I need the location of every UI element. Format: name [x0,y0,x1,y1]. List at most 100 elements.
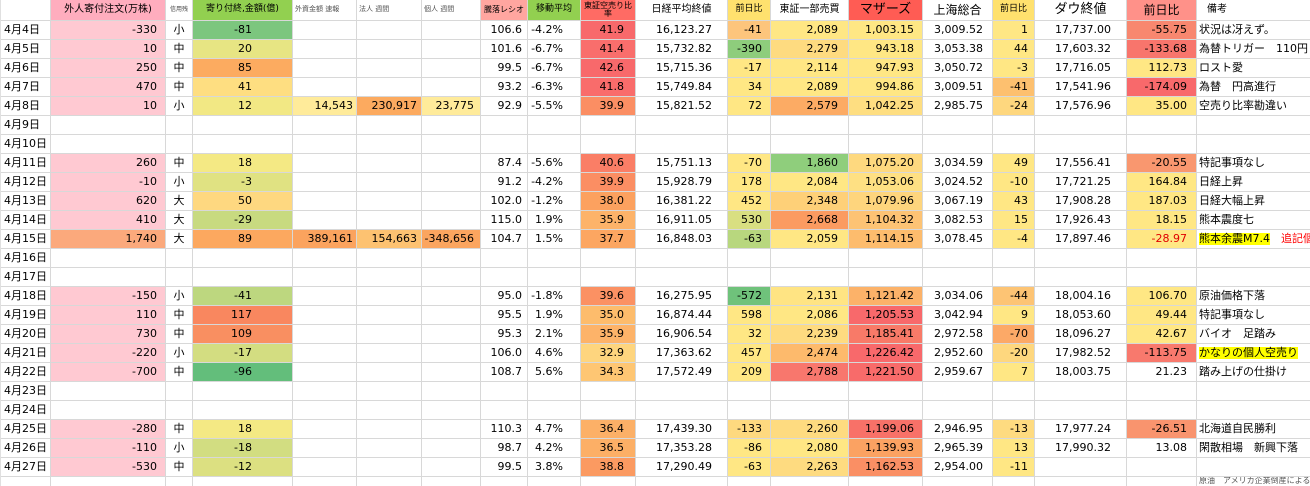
cell-nikkei[interactable]: 15,751.13 [636,154,728,172]
cell-shanghaiChg[interactable]: -20 [993,344,1035,362]
cell-size[interactable] [166,249,193,267]
cell-date[interactable]: 4月20日 [1,325,51,343]
cell-hojin[interactable] [357,116,422,134]
cell-size[interactable] [166,382,193,400]
cell-ma[interactable]: 1.9% [528,306,581,324]
cell-sellRatio[interactable]: 37.7 [581,230,636,248]
cell-openAmt[interactable]: -3 [193,173,293,191]
cell-ma[interactable]: -6.7% [528,40,581,58]
cell-nikkei[interactable]: 17,290.49 [636,458,728,476]
cell-nikkei[interactable] [636,135,728,153]
cell-nikkeiChg[interactable]: 209 [728,363,771,381]
cell-dow[interactable]: 17,737.00 [1035,21,1127,39]
cell-shanghaiChg[interactable]: -44 [993,287,1035,305]
cell-ma[interactable] [528,135,581,153]
cell-openAmt[interactable]: -41 [193,287,293,305]
cell-openAmt[interactable]: -18 [193,439,293,457]
cell-dowChg[interactable]: 112.73 [1127,59,1197,77]
cell-tseVol[interactable]: 2,239 [771,325,849,343]
cell-foreign[interactable]: 1,740 [51,230,166,248]
cell-foreign[interactable]: 250 [51,59,166,77]
cell-note[interactable]: 状況は冴えず。 [1197,21,1310,39]
cell-openAmt[interactable]: -96 [193,363,293,381]
cell-size[interactable]: 中 [166,78,193,96]
cell-hojin[interactable] [357,268,422,286]
cell-size[interactable]: 小 [166,97,193,115]
cell-date[interactable]: 4月11日 [1,154,51,172]
cell-hojin[interactable] [357,325,422,343]
cell-foreign[interactable] [51,268,166,286]
cell-shanghai[interactable] [923,249,993,267]
cell-shanghai[interactable]: 3,034.06 [923,287,993,305]
cell-dowChg[interactable]: 164.84 [1127,173,1197,191]
cell-mothers[interactable] [849,268,923,286]
cell-hojin[interactable]: 230,917 [357,97,422,115]
cell-dowChg[interactable] [1127,135,1197,153]
cell-shanghai[interactable]: 2,972.58 [923,325,993,343]
cell-sellRatio[interactable]: 36.5 [581,439,636,457]
cell-shanghaiChg[interactable]: -41 [993,78,1035,96]
cell-date[interactable]: 4月13日 [1,192,51,210]
cell-mothers[interactable] [849,249,923,267]
cell-tseVol[interactable] [771,268,849,286]
cell-ma[interactable]: 2.1% [528,325,581,343]
cell-ratio[interactable]: 101.6 [481,40,528,58]
cell-nikkei[interactable]: 17,363.62 [636,344,728,362]
cell-mothers[interactable]: 1,185.41 [849,325,923,343]
cell-hojin[interactable] [357,135,422,153]
cell-nikkeiChg[interactable]: -133 [728,420,771,438]
cell-shanghai[interactable]: 3,050.72 [923,59,993,77]
cell-sellRatio[interactable]: 42.6 [581,59,636,77]
cell-shanghaiChg[interactable]: -70 [993,325,1035,343]
cell-kojin[interactable] [422,306,481,324]
cell-date[interactable]: 4月7日 [1,78,51,96]
cell-gaishi[interactable] [293,192,357,210]
cell-tseVol[interactable]: 2,089 [771,78,849,96]
cell-nikkeiChg[interactable]: 178 [728,173,771,191]
cell-date[interactable]: 4月16日 [1,249,51,267]
cell-mothers[interactable] [849,135,923,153]
cell-nikkeiChg[interactable] [728,401,771,419]
cell-nikkeiChg[interactable]: -390 [728,40,771,58]
cell-date[interactable]: 4月26日 [1,439,51,457]
cell-shanghai[interactable] [923,477,993,486]
cell-mothers[interactable]: 1,053.06 [849,173,923,191]
cell-note[interactable]: 日経上昇 [1197,173,1310,191]
cell-ma[interactable] [528,268,581,286]
cell-hojin[interactable] [357,249,422,267]
cell-dowChg[interactable]: 187.03 [1127,192,1197,210]
cell-gaishi[interactable] [293,40,357,58]
cell-foreign[interactable]: -110 [51,439,166,457]
cell-size[interactable] [166,116,193,134]
cell-sellRatio[interactable]: 36.4 [581,420,636,438]
cell-shanghaiChg[interactable] [993,249,1035,267]
cell-gaishi[interactable] [293,116,357,134]
cell-dow[interactable] [1035,268,1127,286]
cell-shanghaiChg[interactable]: 7 [993,363,1035,381]
cell-tseVol[interactable]: 2,089 [771,21,849,39]
cell-tseVol[interactable]: 2,579 [771,97,849,115]
cell-dowChg[interactable] [1127,382,1197,400]
cell-sellRatio[interactable]: 35.9 [581,325,636,343]
cell-openAmt[interactable]: 12 [193,97,293,115]
cell-tseVol[interactable]: 2,131 [771,287,849,305]
cell-gaishi[interactable] [293,135,357,153]
cell-ratio[interactable]: 108.7 [481,363,528,381]
cell-tseVol[interactable]: 2,788 [771,363,849,381]
cell-gaishi[interactable] [293,363,357,381]
cell-dowChg[interactable]: 21.23 [1127,363,1197,381]
cell-gaishi[interactable] [293,154,357,172]
cell-note[interactable]: 踏み上げの仕掛け [1197,363,1310,381]
cell-openAmt[interactable]: 18 [193,420,293,438]
cell-date[interactable]: 4月8日 [1,97,51,115]
cell-sellRatio[interactable] [581,249,636,267]
cell-foreign[interactable]: -280 [51,420,166,438]
cell-ma[interactable]: -1.2% [528,192,581,210]
cell-ratio[interactable]: 91.2 [481,173,528,191]
cell-nikkeiChg[interactable] [728,249,771,267]
cell-foreign[interactable] [51,477,166,486]
cell-shanghaiChg[interactable] [993,382,1035,400]
cell-shanghai[interactable]: 2,954.00 [923,458,993,476]
cell-gaishi[interactable] [293,420,357,438]
cell-size[interactable]: 中 [166,40,193,58]
